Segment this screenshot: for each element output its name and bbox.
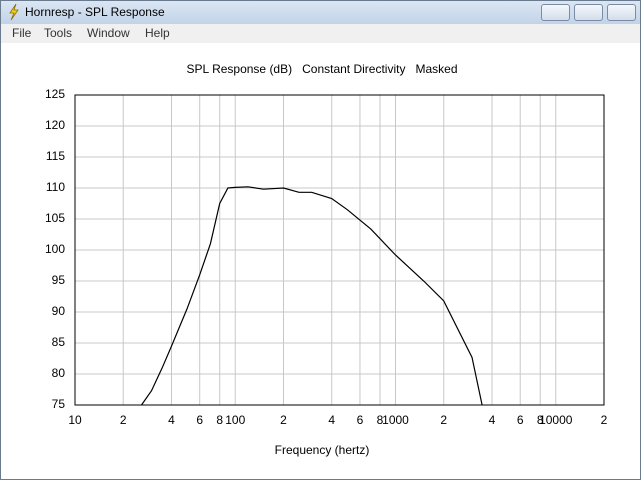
y-tick-label: 80 — [52, 366, 66, 380]
window-title: Hornresp - SPL Response — [25, 5, 165, 19]
minimize-button[interactable] — [541, 4, 570, 21]
y-tick-label: 105 — [45, 211, 65, 225]
menu-item[interactable]: Help — [145, 26, 170, 40]
y-tick-label: 95 — [52, 273, 66, 287]
y-tick-label: 90 — [52, 304, 66, 318]
x-tick-label: 8 — [377, 413, 384, 427]
y-tick-label: 115 — [46, 149, 65, 163]
x-tick-label: 4 — [489, 413, 496, 427]
chart: SPL Response (dB) Constant Directivity M… — [45, 62, 608, 457]
x-tick-label: 8 — [537, 413, 544, 427]
menu-item[interactable]: File — [12, 26, 32, 40]
app-icon — [9, 3, 19, 21]
y-tick-label: 110 — [46, 180, 65, 194]
x-tick-label: 10 — [68, 413, 82, 427]
x-tick-label: 6 — [517, 413, 524, 427]
menu-bar: File Tools Window Help — [1, 24, 640, 43]
menu-item[interactable]: Window — [87, 26, 130, 40]
maximize-button[interactable] — [574, 4, 603, 21]
plot-frame — [74, 94, 605, 406]
y-tick-label: 120 — [45, 118, 65, 132]
menu-item[interactable]: Tools — [44, 26, 73, 40]
x-tick-label: 10000 — [539, 413, 573, 427]
x-tick-label: 2 — [601, 413, 608, 427]
x-tick-label: 100 — [225, 413, 245, 427]
x-tick-label: 4 — [168, 413, 175, 427]
x-tick-label: 2 — [280, 413, 287, 427]
title-bar: Hornresp - SPL Response — [1, 1, 640, 24]
x-tick-label: 2 — [120, 413, 127, 427]
y-tick-label: 125 — [45, 87, 65, 101]
x-tick-label: 4 — [328, 413, 335, 427]
chart-title: SPL Response (dB) Constant Directivity M… — [187, 62, 458, 76]
x-tick-label: 8 — [216, 413, 223, 427]
y-tick-label: 75 — [52, 397, 66, 411]
spl-curve — [141, 186, 483, 406]
x-tick-label: 1000 — [382, 413, 409, 427]
x-tick-label: 6 — [196, 413, 203, 427]
y-tick-label: 100 — [45, 242, 65, 256]
y-tick-label: 85 — [52, 335, 66, 349]
x-tick-label: 2 — [440, 413, 447, 427]
close-button[interactable] — [607, 4, 636, 21]
x-axis-label: Frequency (hertz) — [275, 443, 370, 457]
x-tick-label: 6 — [357, 413, 364, 427]
